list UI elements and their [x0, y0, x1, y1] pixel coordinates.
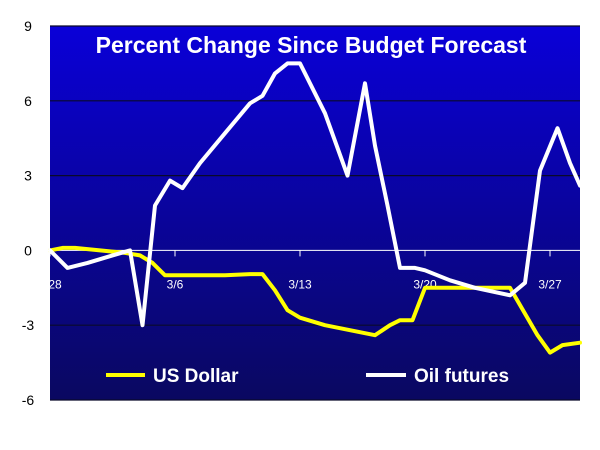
chart-title: Percent Change Since Budget Forecast — [96, 32, 527, 58]
plot-area — [50, 26, 580, 400]
legend: US Dollar Oil futures — [106, 366, 509, 387]
y-tick-label: 0 — [24, 242, 32, 258]
y-tick-label: -6 — [22, 392, 35, 408]
x-tick-label: 3/13 — [288, 277, 312, 291]
legend-label-oil-futures: Oil futures — [414, 366, 509, 387]
x-tick-label: 3/6 — [167, 277, 184, 291]
x-tick-label: 2/28 — [38, 277, 62, 291]
y-tick-label: 6 — [24, 93, 32, 109]
y-tick-label: -3 — [22, 317, 35, 333]
x-tick-label: 3/27 — [538, 277, 562, 291]
y-tick-label: 9 — [24, 18, 32, 34]
y-tick-label: 3 — [24, 168, 32, 184]
legend-label-us-dollar: US Dollar — [153, 366, 239, 387]
series-line-oil-futures — [48, 61, 582, 328]
